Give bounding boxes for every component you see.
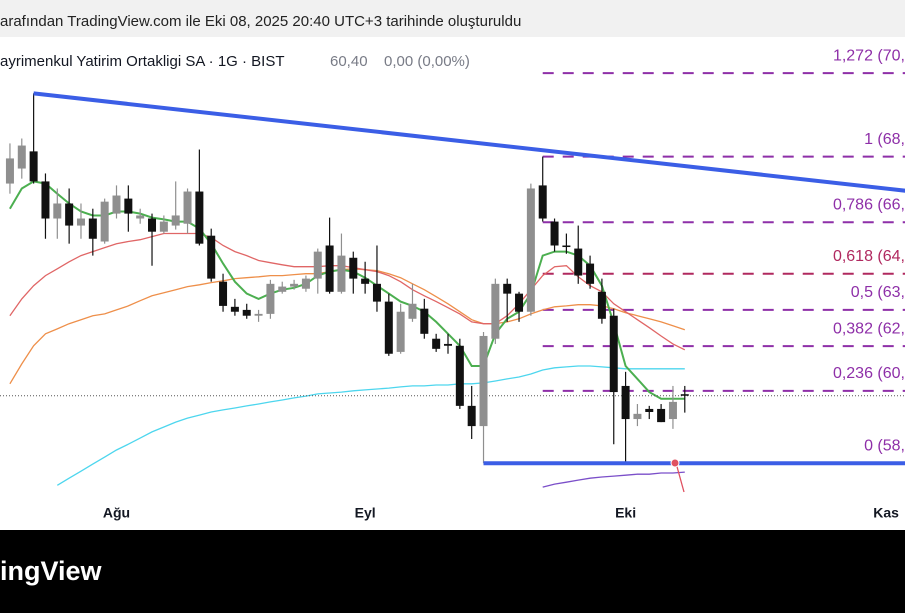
candle-body [171, 215, 180, 226]
candle-body [124, 198, 133, 214]
candle-body [586, 263, 595, 284]
overlay: Ağu Eyl Eki Kas 1,272 (70, 1 (68, 0,786 (66, 0,… [103, 47, 905, 520]
candle-body [408, 303, 417, 319]
candle-body [65, 203, 74, 226]
candle-body [657, 408, 666, 423]
candle-body [29, 151, 38, 182]
candle-body [254, 313, 263, 316]
fib-label: 1,272 (70, [833, 47, 905, 64]
candle-body [515, 293, 524, 312]
candle-body [242, 309, 251, 316]
candle-body [455, 345, 464, 406]
candle-body [361, 278, 370, 284]
candle-body [526, 188, 535, 312]
candle-body [479, 335, 488, 427]
x-tick-label: Ağu [103, 505, 130, 521]
candle-body [562, 245, 571, 248]
candle-body [76, 218, 85, 226]
candle-body [680, 394, 689, 396]
top-bar [0, 0, 905, 37]
candle-body [372, 283, 381, 302]
moving-average [542, 471, 685, 488]
candle-body [538, 185, 547, 219]
candle-body [100, 201, 109, 242]
candle-body [633, 413, 642, 420]
header-text: arafından TradingView.com ile Eki 08, 20… [0, 13, 521, 30]
fib-label: 0,236 (60, [833, 365, 905, 382]
candle-body [266, 283, 275, 314]
candle-body [17, 145, 26, 169]
candle-body [219, 281, 228, 306]
fib-label: 0,786 (66, [833, 196, 905, 213]
candle-body [88, 218, 97, 239]
candle-body [384, 301, 393, 354]
moving-average [9, 180, 685, 400]
candle-body [349, 257, 358, 279]
fib-label: 0,5 (63, [851, 284, 905, 301]
candle-body [41, 181, 50, 219]
alert-stem [675, 462, 685, 493]
candle-body [159, 221, 168, 232]
symbol-name: ayrimenkul Yatirim Ortakligi SA · 1G · B… [0, 53, 285, 70]
candle-body [278, 286, 287, 292]
candle-body [668, 401, 677, 420]
candle-body [195, 191, 204, 244]
logo: ingView [0, 556, 103, 586]
chart-area [0, 37, 905, 530]
candle-body [432, 338, 441, 349]
fib-label: 0,618 (64, [833, 248, 905, 265]
candle-body [621, 385, 630, 420]
candle-body [491, 283, 500, 339]
candle-body [597, 291, 606, 319]
x-tick-label: Eki [615, 505, 636, 521]
candle-body [301, 278, 310, 289]
candle-body [313, 251, 322, 279]
alert-dot [670, 458, 680, 468]
bottom-bar [0, 530, 905, 613]
candle-body [230, 306, 239, 312]
x-tick-label: Eyl [355, 505, 376, 521]
candle-body [503, 283, 512, 294]
candle-body [609, 315, 618, 393]
candle-body [112, 195, 121, 214]
moving-average [9, 232, 686, 351]
candle-body [396, 311, 405, 352]
candle-body [467, 405, 476, 427]
candle-body [183, 191, 192, 224]
trendline [33, 91, 905, 193]
candle-body [645, 408, 654, 412]
candle-body [337, 255, 346, 292]
candle-body [53, 203, 62, 219]
candle-body [5, 158, 14, 184]
candle-body [420, 308, 429, 334]
candle-body [574, 248, 583, 276]
fib-label: 0,382 (62, [833, 320, 905, 337]
last-price: 60,40 [330, 53, 368, 70]
x-tick-label: Kas [873, 505, 899, 521]
fib-label: 1 (68, [864, 131, 905, 148]
price-change: 0,00 (0,00%) [384, 53, 470, 70]
candle-body [325, 245, 334, 292]
candle-body [290, 283, 299, 287]
moving-average [9, 268, 686, 385]
candle-body [207, 235, 216, 279]
candle-body [550, 221, 559, 246]
moving-average [56, 365, 685, 486]
candle-body [136, 215, 145, 219]
plot [0, 72, 905, 493]
candle-body [148, 218, 157, 232]
fib-label: 0 (58, [864, 437, 905, 454]
candle-body [444, 343, 453, 346]
